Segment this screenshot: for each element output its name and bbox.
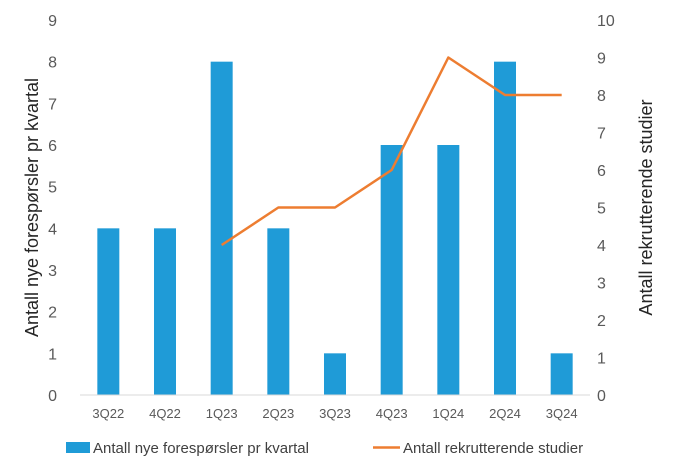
right-y-axis-title: Antall rekrutterende studier [636,99,656,315]
x-tick-label: 1Q24 [432,406,464,421]
x-tick-label: 4Q23 [376,406,408,421]
left-tick-label: 4 [48,221,57,238]
left-tick-label: 1 [48,346,57,363]
left-tick-label: 8 [48,55,57,72]
right-tick-label: 2 [597,313,606,330]
left-tick-label: 5 [48,180,57,197]
bar-2Q24 [494,61,516,396]
left-tick-label: 0 [48,388,57,405]
right-tick-label: 6 [597,163,606,180]
left-tick-label: 7 [48,96,57,113]
bar-1Q23 [210,61,233,396]
legend-bar-label: Antall nye forespørsler pr kvartal [93,440,309,457]
right-tick-label: 4 [597,238,606,255]
right-tick-label: 8 [597,88,606,105]
x-axis: 3Q22 4Q22 1Q23 2Q23 3Q23 4Q23 1Q24 2Q24 3Q24 [92,406,577,421]
right-y-axis: 0 1 2 3 4 5 6 7 8 9 10 [597,13,615,405]
x-tick-label: 3Q24 [546,406,578,421]
x-tick-label: 1Q23 [206,406,238,421]
left-tick-label: 2 [48,305,57,322]
legend: Antall nye forespørsler pr kvartal Antal… [66,440,583,457]
bar-3Q22 [97,228,120,395]
bar-series [97,61,573,396]
x-tick-label: 3Q22 [92,406,124,421]
x-tick-label: 4Q22 [149,406,181,421]
left-tick-label: 9 [48,13,57,30]
bar-3Q23 [324,353,346,395]
bar-2Q23 [267,228,290,395]
bar-3Q24 [550,353,573,395]
right-tick-label: 0 [597,388,606,405]
x-tick-label: 2Q24 [489,406,521,421]
right-tick-label: 9 [597,51,606,68]
right-tick-label: 3 [597,276,606,293]
bar-4Q23 [380,145,403,395]
right-tick-label: 10 [597,13,615,30]
line-series [220,56,562,247]
left-tick-label: 3 [48,263,57,280]
right-tick-label: 7 [597,126,606,143]
left-y-axis-title: Antall nye forespørsler pr kvartal [22,78,42,337]
x-tick-label: 2Q23 [262,406,294,421]
legend-line-label: Antall rekrutterende studier [403,440,583,457]
bar-1Q24 [437,145,460,395]
x-tick-label: 3Q23 [319,406,351,421]
right-tick-label: 5 [597,201,606,218]
bar-4Q22 [154,228,176,395]
legend-bar-swatch [66,442,90,453]
left-y-axis: 0 1 2 3 4 5 6 7 8 9 [48,13,57,405]
right-tick-label: 1 [597,351,606,368]
left-tick-label: 6 [48,138,57,155]
